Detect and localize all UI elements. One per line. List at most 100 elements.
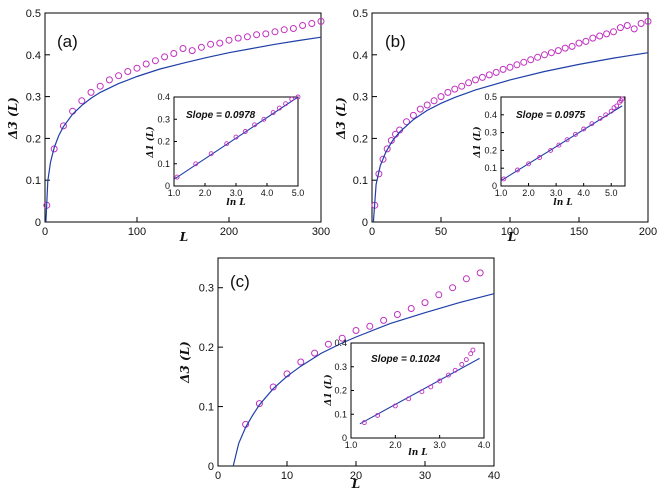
y-tick-label: 0.4 (26, 50, 41, 62)
data-point (644, 17, 652, 25)
inset-data-point (224, 141, 230, 147)
inset-data-point (619, 96, 625, 102)
data-point (451, 85, 459, 93)
inset-data-point (614, 103, 620, 109)
x-axis-label: L (351, 477, 360, 491)
inset-data-point (419, 389, 425, 395)
inset-data-point (270, 110, 276, 116)
data-point (105, 76, 113, 84)
data-point (637, 20, 645, 27)
data-point (170, 50, 178, 57)
inset-data-point (581, 126, 587, 132)
inset-data-point (375, 412, 381, 418)
data-point (352, 327, 360, 334)
y-tick-label: 0.2 (199, 342, 214, 354)
panel-c: (c) L Δ3 (L) 0 10 20 30 40 0 0.1 0.2 0.3 Slope =… (178, 257, 500, 491)
data-point (409, 111, 417, 119)
inset-y-axis-label: Δ1 (L) (472, 126, 483, 158)
data-point (133, 64, 141, 72)
data-point (596, 32, 604, 40)
inset-data-point (446, 372, 451, 378)
inset-x-tick-label: 1.0 (495, 188, 508, 198)
data-point (124, 68, 132, 75)
data-point (437, 93, 445, 101)
inset-x-tick-label: 2.0 (199, 188, 212, 198)
data-point (527, 56, 535, 64)
y-axis-label: Δ3 (L) (6, 97, 20, 140)
inset-frame (350, 342, 485, 439)
data-point (297, 358, 305, 366)
data-point (142, 60, 150, 68)
inset-frame (173, 96, 299, 187)
y-tick-label: 0.5 (26, 8, 41, 20)
inset-data-point (463, 357, 469, 363)
data-point (403, 118, 410, 126)
data-point (161, 53, 169, 61)
inset-x-tick-label: 1.0 (168, 188, 181, 198)
inset-data-point (589, 121, 595, 127)
inset-data-point (392, 403, 398, 409)
data-point (188, 47, 196, 55)
inset-data-point (537, 155, 543, 160)
inset-data-point (564, 137, 570, 143)
y-tick-label: 0.5 (353, 8, 368, 20)
inset-x-tick-label: 3.0 (550, 188, 563, 198)
data-point (366, 322, 374, 330)
panel-a: (a) L Δ3 (L) 0 100 200 30000.10.20.30.40.5 … (6, 8, 330, 244)
inset-data-point (428, 384, 434, 390)
data-point (317, 17, 325, 25)
inset-data-point (193, 161, 199, 167)
inset-data-point (242, 129, 248, 134)
data-point (421, 299, 429, 307)
inset-layer: 1.0 2.0 3.0 4.0 5.0 0 0.1 0.2 0.3 0.4 (157, 92, 304, 198)
data-point (87, 88, 95, 96)
inset-y-tick-label: 0.4 (484, 110, 497, 120)
data-point (435, 291, 443, 299)
data-point (416, 105, 424, 113)
y-tick-label: 0.3 (353, 92, 368, 104)
inset-y-tick-label: 0 (165, 181, 170, 191)
inset-data-point (406, 396, 412, 402)
theory-line (372, 52, 649, 223)
data-point (269, 383, 277, 391)
x-tick-label: 200 (639, 226, 657, 238)
inset-data-point (468, 351, 474, 357)
data-point (430, 97, 438, 105)
plot-layer: 0 100 200 300 0 0.1 0.2 0.3 0.4 0.5 (26, 8, 330, 238)
data-point (115, 72, 123, 80)
inset-y-tick-label: 0.2 (334, 386, 347, 396)
data-point (462, 275, 470, 283)
plot-layer: 0 50 100 150 200 0 0.1 0.2 0.3 0.4 0.5 (353, 8, 657, 238)
inset-x-axis-label: ln L (553, 198, 572, 208)
x-tick-label: 300 (312, 226, 330, 238)
x-axis-label: L (507, 230, 516, 244)
data-point (492, 68, 500, 76)
inset-y-tick-label: 0.1 (157, 159, 170, 169)
data-point (547, 49, 555, 57)
data-point (255, 400, 263, 408)
data-point (423, 101, 431, 109)
data-point (630, 25, 638, 33)
data-point (216, 39, 224, 47)
data-point (379, 155, 387, 163)
data-point (280, 26, 288, 34)
inset-data-point (515, 167, 520, 173)
data-point (207, 40, 215, 48)
x-axis-label: L (179, 230, 188, 244)
y-tick-label: 0.3 (199, 283, 214, 295)
data-point (623, 22, 631, 29)
inset-y-tick-label: 0.3 (157, 114, 170, 124)
inset-frame (500, 96, 626, 187)
slope-annotation: Slope = 0.1024 (371, 354, 441, 365)
panel-b: (b) L Δ3 (L) 0 50 100 150 200 0 0.1 0.2 0.3 0.4 0.… (334, 8, 657, 244)
data-point (541, 51, 548, 59)
data-point (380, 316, 388, 324)
y-tick-label: 0.1 (26, 175, 41, 187)
x-tick-label: 50 (435, 226, 447, 238)
inset-data-point (289, 96, 295, 102)
inset-layer: 1.0 2.0 3.0 4.0 0 0.1 0.2 0.3 0.4 (334, 338, 490, 450)
data-point (520, 58, 528, 66)
slope-annotation: Slope = 0.0978 (186, 110, 256, 121)
panel-label: (b) (385, 32, 406, 51)
data-point (96, 82, 104, 90)
